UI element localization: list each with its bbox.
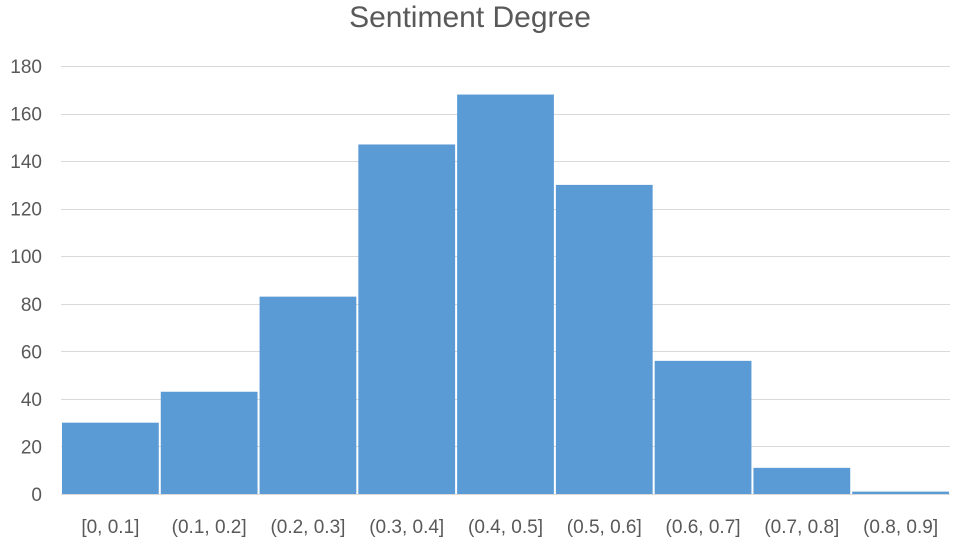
bar [753,467,851,494]
bar [62,422,159,494]
bar [654,360,752,494]
chart-title: Sentiment Degree [349,1,591,34]
y-tick-label: 40 [21,390,42,411]
y-tick-label: 180 [10,57,42,78]
y-tick-label: 160 [10,105,42,126]
y-tick-label: 120 [10,200,42,221]
y-tick-label: 0 [31,485,42,506]
x-tick-label: (0.3, 0.4] [369,517,444,538]
x-tick-label: (0.2, 0.3] [270,517,345,538]
x-tick-label: (0.7, 0.8] [764,517,839,538]
y-axis-tick-labels: 0 20 40 60 80 100 120 140 160 180 [10,57,42,506]
x-axis-tick-labels: [0, 0.1] (0.1, 0.2] (0.2, 0.3] (0.3, 0.4] (0… [81,517,938,538]
y-tick-label: 140 [10,152,42,173]
bar [358,144,456,494]
bar [259,296,357,494]
x-tick-label: (0.5, 0.6] [567,517,642,538]
bar [852,491,949,494]
bar [457,94,554,495]
y-tick-label: 20 [21,437,42,458]
x-tick-label: (0.6, 0.7] [666,517,741,538]
bar [555,184,653,494]
x-tick-label: (0.8, 0.9] [863,517,938,538]
y-tick-label: 80 [21,295,42,316]
x-tick-label: (0.4, 0.5] [468,517,543,538]
bar [160,391,258,494]
bars [62,94,949,495]
x-tick-label: [0, 0.1] [81,517,139,538]
y-tick-label: 60 [21,342,42,363]
x-tick-label: (0.1, 0.2] [172,517,247,538]
y-tick-label: 100 [10,247,42,268]
